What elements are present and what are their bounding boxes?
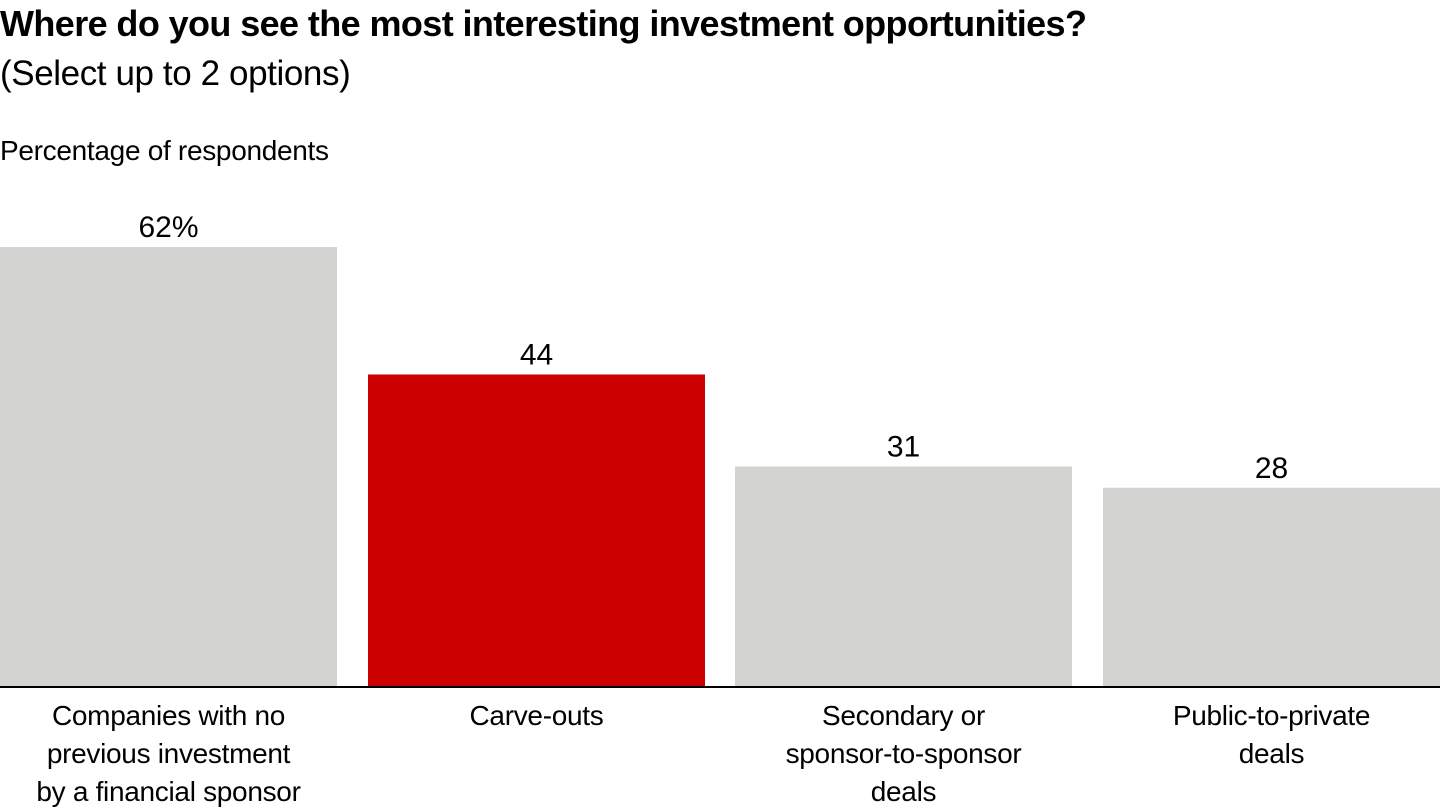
category-label-2: Carve-outs xyxy=(368,697,705,735)
data-label-2: 44 xyxy=(520,338,553,371)
category-label-1: Companies with no previous investment by a… xyxy=(0,697,337,811)
bar-3 xyxy=(735,466,1072,686)
data-label-4: 28 xyxy=(1255,452,1288,485)
bar-2 xyxy=(368,374,705,686)
category-label-line: deals xyxy=(870,776,937,807)
category-label-line: sponsor-to-sponsor xyxy=(785,738,1022,769)
y-axis-label: Percentage of respondents xyxy=(0,135,329,166)
category-label-line: by a financial sponsor xyxy=(36,776,301,807)
category-label-line: Public-to-private xyxy=(1172,700,1371,731)
category-label-4: Public-to-private deals xyxy=(1103,697,1440,773)
bar-4 xyxy=(1103,487,1440,686)
chart-subtitle: (Select up to 2 options) xyxy=(0,54,351,93)
data-label-1: 62% xyxy=(138,211,198,244)
chart-title: Where do you see the most interesting in… xyxy=(0,3,1087,44)
data-label-3: 31 xyxy=(887,431,920,464)
category-label-3: Secondary or sponsor-to-sponsor deals xyxy=(735,697,1072,811)
category-label-line: Secondary or xyxy=(822,700,985,731)
category-label-line: Carve-outs xyxy=(469,700,604,731)
bar-1 xyxy=(0,247,337,687)
category-label-line: Companies with no xyxy=(51,700,286,731)
category-label-line: deals xyxy=(1238,738,1305,769)
category-label-line: previous investment xyxy=(46,738,291,769)
